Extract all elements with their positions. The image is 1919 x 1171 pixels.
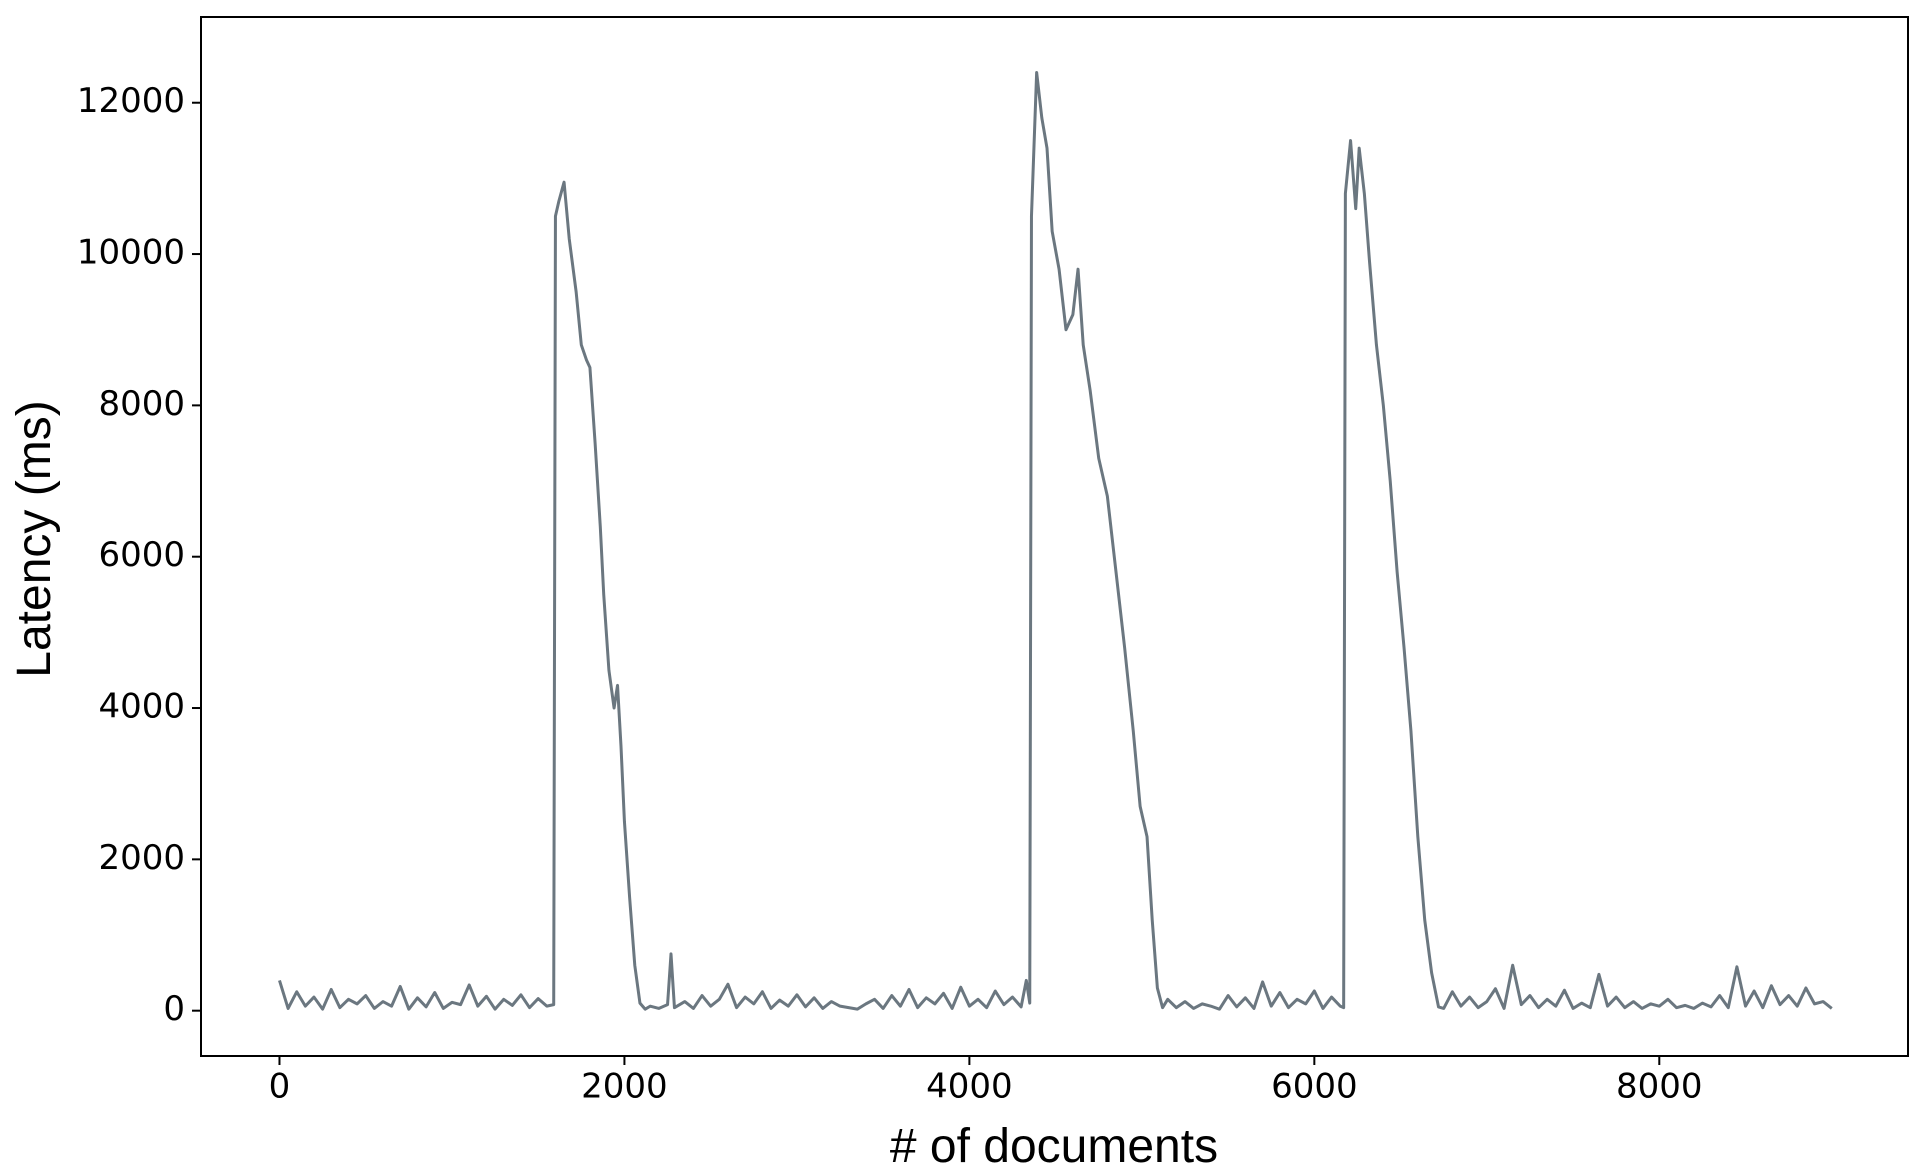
y-axis-label: Latency (ms) <box>8 400 61 677</box>
series-line <box>278 70 1833 1011</box>
y-tick-label: 8000 <box>98 384 185 424</box>
x-tick-label: 6000 <box>1271 1067 1358 1107</box>
x-tick-label: 8000 <box>1616 1067 1703 1107</box>
x-tick-label: 4000 <box>926 1067 1013 1107</box>
y-tick-label: 12000 <box>77 81 185 121</box>
y-tick-label: 2000 <box>98 838 185 878</box>
y-tick-label: 4000 <box>98 687 185 727</box>
x-axis-label: # of documents <box>890 1120 1218 1171</box>
x-tick-label: 2000 <box>581 1067 668 1107</box>
x-tick-label: 0 <box>269 1067 291 1107</box>
y-tick-label: 6000 <box>98 535 185 575</box>
plot-frame <box>200 16 1909 1057</box>
y-tick-label: 10000 <box>77 233 185 273</box>
y-tick-label: 0 <box>163 989 185 1029</box>
